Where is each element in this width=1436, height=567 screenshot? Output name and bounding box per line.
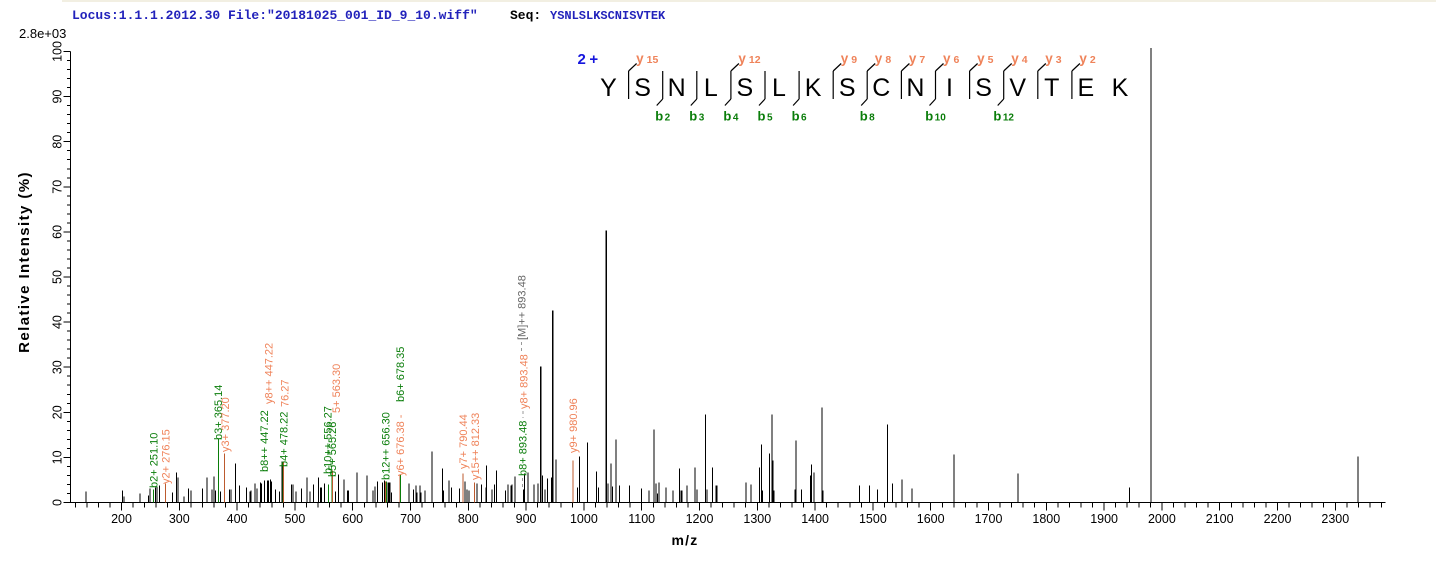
svg-text:5+ 563.30: 5+ 563.30 bbox=[331, 364, 343, 413]
svg-text:S: S bbox=[839, 74, 856, 102]
svg-text:Relative Intensity (%): Relative Intensity (%) bbox=[16, 171, 33, 353]
svg-text:T: T bbox=[1044, 74, 1059, 102]
svg-text:90: 90 bbox=[51, 90, 65, 104]
svg-text:50: 50 bbox=[51, 270, 65, 284]
svg-text:600: 600 bbox=[342, 512, 363, 526]
svg-text:b3: b3 bbox=[689, 109, 704, 124]
svg-text:y15: y 15 bbox=[636, 51, 658, 66]
svg-text:y8+ 893.48: y8+ 893.48 bbox=[518, 354, 530, 409]
svg-text:300: 300 bbox=[169, 512, 190, 526]
svg-text:b5: b5 bbox=[757, 109, 772, 124]
svg-text:b2+ 251.10: b2+ 251.10 bbox=[149, 433, 161, 488]
svg-text:b12++ 656.30: b12++ 656.30 bbox=[381, 412, 393, 480]
svg-text:b4+ 478.22: b4+ 478.22 bbox=[279, 412, 291, 467]
svg-text:800: 800 bbox=[458, 512, 479, 526]
svg-text:1300: 1300 bbox=[743, 512, 771, 526]
svg-text:0: 0 bbox=[51, 499, 65, 506]
svg-text:b4: b4 bbox=[723, 109, 738, 124]
svg-text:m/z: m/z bbox=[672, 532, 699, 548]
svg-text:1200: 1200 bbox=[686, 512, 714, 526]
svg-text:400: 400 bbox=[227, 512, 248, 526]
svg-text:200: 200 bbox=[111, 512, 132, 526]
svg-text:b2: b2 bbox=[655, 109, 670, 124]
svg-text:b8++ 447.22: b8++ 447.22 bbox=[259, 410, 271, 472]
svg-text:S: S bbox=[634, 74, 651, 102]
svg-text:N: N bbox=[906, 74, 924, 102]
svg-text:40: 40 bbox=[51, 315, 65, 329]
svg-text:10: 10 bbox=[51, 450, 65, 464]
svg-text:b8: b8 bbox=[860, 109, 875, 124]
svg-text:70: 70 bbox=[51, 180, 65, 194]
svg-text:100: 100 bbox=[51, 41, 65, 62]
svg-text:1000: 1000 bbox=[570, 512, 598, 526]
svg-text:y6+ 676.38 -: y6+ 676.38 - bbox=[395, 414, 407, 476]
svg-text:b8+ 893.48: b8+ 893.48 bbox=[518, 421, 530, 476]
svg-text:b5+ 565.26: b5+ 565.26 bbox=[327, 422, 339, 477]
svg-text:S: S bbox=[737, 74, 754, 102]
svg-text:500: 500 bbox=[284, 512, 305, 526]
svg-text:2300: 2300 bbox=[1321, 512, 1349, 526]
svg-text:2.8e+03: 2.8e+03 bbox=[19, 26, 66, 41]
svg-text:S: S bbox=[975, 74, 992, 102]
svg-text:b12: b 12 bbox=[993, 109, 1014, 124]
svg-text:y15++ 812.33: y15++ 812.33 bbox=[470, 413, 482, 480]
svg-text:2100: 2100 bbox=[1206, 512, 1234, 526]
svg-text:80: 80 bbox=[51, 135, 65, 149]
svg-text:b6+ 678.35: b6+ 678.35 bbox=[395, 347, 407, 402]
svg-text:y3+ 377.20: y3+ 377.20 bbox=[220, 397, 232, 452]
svg-text:N: N bbox=[668, 74, 686, 102]
svg-text:I: I bbox=[946, 74, 953, 102]
svg-text:b10: b 10 bbox=[925, 109, 946, 124]
svg-text:b10++ 556.27: b10++ 556.27 bbox=[323, 406, 335, 474]
svg-text:y8++ 447.22: y8++ 447.22 bbox=[264, 343, 276, 404]
svg-text:700: 700 bbox=[400, 512, 421, 526]
svg-text:20: 20 bbox=[51, 405, 65, 419]
svg-text:Seq:: Seq: bbox=[510, 8, 541, 23]
svg-text:b3+ 365.14: b3+ 365.14 bbox=[213, 385, 225, 440]
svg-text:K: K bbox=[1112, 74, 1129, 102]
svg-text:1600: 1600 bbox=[917, 512, 945, 526]
svg-text:1100: 1100 bbox=[628, 512, 655, 526]
svg-text:60: 60 bbox=[51, 225, 65, 239]
svg-text:Locus:1.1.1.2012.30 File:"2018: Locus:1.1.1.2012.30 File:"20181025_001_I… bbox=[72, 8, 478, 23]
svg-text:y2+ 276.15: y2+ 276.15 bbox=[161, 429, 173, 484]
svg-text:E: E bbox=[1078, 74, 1095, 102]
svg-text:1700: 1700 bbox=[975, 512, 1003, 526]
svg-text:1400: 1400 bbox=[801, 512, 829, 526]
svg-text:V: V bbox=[1009, 74, 1026, 102]
svg-text:y9+ 980.96: y9+ 980.96 bbox=[568, 398, 580, 453]
svg-text:Y: Y bbox=[600, 74, 617, 102]
svg-text:YSNLSLKSCNISVTEK: YSNLSLKSCNISVTEK bbox=[550, 9, 666, 23]
svg-text:1500: 1500 bbox=[859, 512, 887, 526]
svg-text:L: L bbox=[772, 74, 786, 102]
svg-text:900: 900 bbox=[516, 512, 537, 526]
svg-text:2200: 2200 bbox=[1264, 512, 1292, 526]
svg-text:L: L bbox=[704, 74, 718, 102]
svg-text:[M]++ 893.48: [M]++ 893.48 bbox=[517, 275, 529, 340]
svg-text:1900: 1900 bbox=[1090, 512, 1118, 526]
svg-text:76.27: 76.27 bbox=[279, 379, 291, 407]
svg-text:1800: 1800 bbox=[1032, 512, 1060, 526]
svg-text:y7+ 790.44: y7+ 790.44 bbox=[458, 414, 470, 469]
svg-text:b6: b6 bbox=[792, 109, 807, 124]
svg-text:2000: 2000 bbox=[1148, 512, 1176, 526]
svg-text:2+: 2+ bbox=[578, 51, 602, 68]
svg-text:C: C bbox=[872, 74, 890, 102]
svg-text:30: 30 bbox=[51, 360, 65, 374]
svg-text:K: K bbox=[805, 74, 822, 102]
svg-text:y12: y 12 bbox=[738, 51, 760, 66]
